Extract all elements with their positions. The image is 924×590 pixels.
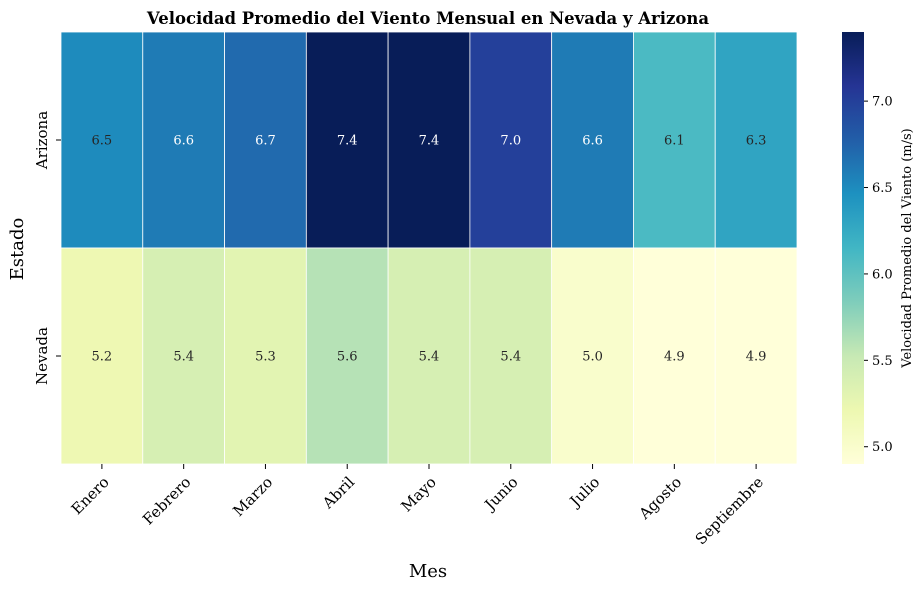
heatmap-cell	[387, 31, 471, 249]
colorbar-tick-label: 6.0	[872, 267, 893, 282]
y-tick-label: Nevada	[33, 327, 51, 385]
x-tick-label: Julio	[565, 473, 603, 511]
heatmap-cell	[60, 31, 144, 249]
cell-value-label: 5.3	[255, 350, 276, 365]
x-tick-label: Enero	[68, 473, 113, 518]
colorbar-tick-label: 5.5	[872, 354, 893, 369]
colorbar-ticks: 5.0 5.5 6.0 6.5 7.0	[864, 95, 893, 455]
y-axis-ticks: Arizona Nevada	[33, 111, 61, 385]
x-tick-label: Marzo	[229, 473, 276, 520]
x-tick-label: Septiembre	[692, 473, 767, 548]
heatmap-cell	[60, 247, 144, 465]
cell-value-label: 5.4	[500, 350, 521, 365]
colorbar	[842, 32, 864, 464]
cell-value-label: 6.1	[664, 134, 685, 149]
heatmap-cell	[224, 247, 307, 465]
cell-value-label: 4.9	[664, 350, 685, 365]
cell-annotations: 6.5 6.6 6.7 7.4 7.4 7.0 6.6 6.1 6.3 5.2 5.4 5.3 5.6 5…	[92, 134, 767, 365]
cell-value-label: 6.7	[255, 134, 276, 149]
chart-title: Velocidad Promedio del Viento Mensual en…	[146, 9, 709, 28]
cell-value-label: 5.2	[92, 350, 113, 365]
heatmap-cell	[305, 31, 389, 249]
colorbar-tick-label: 6.5	[872, 181, 893, 196]
x-tick-label: Mayo	[398, 473, 440, 515]
x-tick-label: Junio	[480, 473, 522, 515]
cell-value-label: 5.4	[173, 350, 194, 365]
cell-value-label: 6.6	[582, 134, 603, 149]
heatmap-cell	[469, 31, 553, 249]
colorbar-tick-label: 7.0	[872, 95, 893, 110]
cell-value-label: 7.4	[419, 134, 440, 149]
x-tick-label: Agosto	[635, 473, 685, 523]
x-axis-label: Mes	[409, 561, 447, 582]
heatmap-cell	[224, 31, 307, 249]
heatmap-cell	[551, 247, 634, 465]
x-axis-ticks: Enero Febrero Marzo Abril Mayo Junio Julio Agos…	[68, 464, 767, 548]
cell-value-label: 6.3	[746, 134, 767, 149]
heatmap-cell	[633, 31, 716, 249]
cell-value-label: 4.9	[746, 350, 767, 365]
colorbar-tick-label: 5.0	[872, 440, 893, 455]
heatmap-cell	[551, 31, 634, 249]
heatmap-cell	[714, 247, 798, 465]
cell-value-label: 6.6	[173, 134, 194, 149]
y-tick-label: Arizona	[33, 111, 51, 170]
colorbar-label: Velocidad Promedio del Viento (m/s)	[900, 128, 915, 368]
heatmap-cell	[633, 247, 716, 465]
cell-value-label: 7.4	[337, 134, 358, 149]
y-axis-label: Estado	[7, 218, 28, 281]
heatmap-cell	[469, 247, 553, 465]
heatmap-cells	[60, 31, 798, 465]
heatmap-cell	[387, 247, 471, 465]
heatmap-cell	[305, 247, 389, 465]
cell-value-label: 7.0	[500, 134, 521, 149]
cell-value-label: 5.4	[419, 350, 440, 365]
x-tick-label: Abril	[318, 473, 358, 513]
cell-value-label: 5.0	[582, 350, 603, 365]
heatmap-cell	[142, 31, 225, 249]
x-tick-label: Febrero	[139, 473, 194, 528]
cell-value-label: 6.5	[92, 134, 113, 149]
cell-value-label: 5.6	[337, 350, 358, 365]
